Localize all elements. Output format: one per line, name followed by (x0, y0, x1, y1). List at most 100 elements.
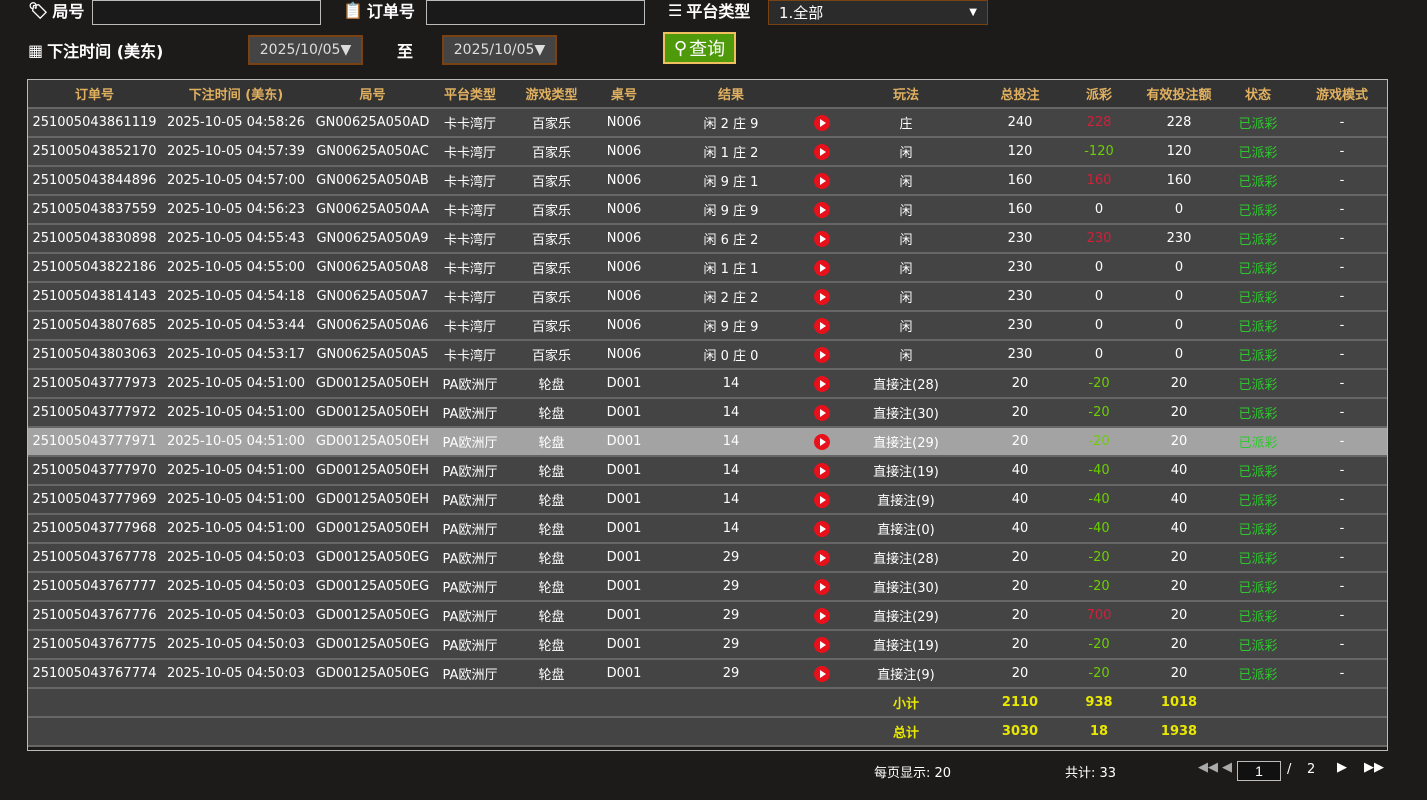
table-row[interactable]: 251005043777971 2025-10-05 04:51:00 GD0012… (27, 427, 1388, 457)
table-row[interactable]: 251005043837559 2025-10-05 04:56:23 GN0062… (27, 195, 1388, 225)
table-no-cell: N006 (598, 340, 650, 370)
play-icon[interactable] (814, 259, 830, 276)
table-row[interactable]: 251005043861119 2025-10-05 04:58:26 GN0062… (27, 108, 1388, 138)
result-detail-cell[interactable] (812, 224, 832, 254)
result-detail-cell[interactable] (812, 340, 832, 370)
table-row[interactable]: 251005043803063 2025-10-05 04:53:17 GN0062… (27, 340, 1388, 370)
last-page-icon[interactable]: ▶▶ (1364, 760, 1384, 775)
order-input[interactable] (426, 0, 645, 25)
status-cell: 已派彩 (1220, 282, 1296, 312)
result-detail-cell[interactable] (812, 311, 832, 341)
result-detail-cell[interactable] (812, 398, 832, 428)
result-detail-cell[interactable] (812, 485, 832, 515)
total-bet-cell: 20 (980, 601, 1060, 631)
prev-page-icon[interactable]: ◀ (1222, 760, 1232, 775)
table-no-cell: N006 (598, 108, 650, 138)
table-row[interactable]: 251005043822186 2025-10-05 04:55:00 GN0062… (27, 253, 1388, 283)
table-row[interactable]: 251005043777970 2025-10-05 04:51:00 GD0012… (27, 456, 1388, 486)
query-button[interactable]: ⚲ 查询 (663, 32, 736, 64)
valid-bet-cell: 20 (1138, 543, 1220, 573)
platform-cell: 卡卡湾厅 (435, 108, 505, 138)
table-row[interactable]: 251005043767774 2025-10-05 04:50:03 GD0012… (27, 659, 1388, 689)
result-detail-cell[interactable] (812, 195, 832, 225)
result-detail-cell[interactable] (812, 543, 832, 573)
date-from-select[interactable]: 2025/10/05 ▼ (248, 35, 363, 65)
play-icon[interactable] (814, 491, 830, 508)
table-row[interactable]: 251005043844896 2025-10-05 04:57:00 GN0062… (27, 166, 1388, 196)
subtotal-label: 小计 (832, 688, 980, 718)
platform-select[interactable]: 1.全部 ▼ (768, 0, 988, 25)
table-row[interactable]: 251005043767776 2025-10-05 04:50:03 GD0012… (27, 601, 1388, 631)
result-detail-cell[interactable] (812, 253, 832, 283)
result-detail-cell[interactable] (812, 137, 832, 167)
play-icon[interactable] (814, 520, 830, 537)
first-page-icon[interactable]: ◀◀ (1198, 760, 1218, 775)
result-detail-cell[interactable] (812, 108, 832, 138)
total-bet-cell: 20 (980, 427, 1060, 457)
column-header: 订单号 (27, 79, 162, 109)
play-icon[interactable] (814, 549, 830, 566)
play-icon[interactable] (814, 230, 830, 247)
round-id-cell: GD00125A050EG (310, 659, 435, 689)
platform-cell: PA欧洲厅 (435, 485, 505, 515)
play-icon[interactable] (814, 288, 830, 305)
table-row[interactable]: 251005043777968 2025-10-05 04:51:00 GD0012… (27, 514, 1388, 544)
orders-table: 订单号 下注时间 (美东) 局号 平台类型 游戏类型 桌号 结果 玩法 总投注 派彩 有效投注额 状态… (27, 79, 1388, 747)
play-icon[interactable] (814, 404, 830, 421)
play-cell: 闲 (832, 253, 980, 283)
payout-cell: -120 (1060, 137, 1138, 167)
play-icon[interactable] (814, 375, 830, 392)
play-icon[interactable] (814, 201, 830, 218)
payout-cell: -40 (1060, 485, 1138, 515)
clipboard-icon: 📋 (343, 0, 363, 20)
table-row[interactable]: 251005043767777 2025-10-05 04:50:03 GD0012… (27, 572, 1388, 602)
table-row[interactable]: 251005043814143 2025-10-05 04:54:18 GN0062… (27, 282, 1388, 312)
play-icon[interactable] (814, 346, 830, 363)
round-id-cell: GN00625A050AB (310, 166, 435, 196)
status-cell: 已派彩 (1220, 253, 1296, 283)
result-detail-cell[interactable] (812, 572, 832, 602)
result-detail-cell[interactable] (812, 369, 832, 399)
play-icon[interactable] (814, 665, 830, 682)
status-cell: 已派彩 (1220, 398, 1296, 428)
date-to-select[interactable]: 2025/10/05 ▼ (442, 35, 557, 65)
result-detail-cell[interactable] (812, 166, 832, 196)
table-row[interactable]: 251005043777969 2025-10-05 04:51:00 GD0012… (27, 485, 1388, 515)
table-no-cell: D001 (598, 427, 650, 457)
next-page-icon[interactable]: ▶ (1337, 760, 1347, 775)
round-id-cell: GD00125A050EH (310, 485, 435, 515)
order-id-cell: 251005043807685 (27, 311, 162, 341)
table-row[interactable]: 251005043852170 2025-10-05 04:57:39 GN0062… (27, 137, 1388, 167)
result-detail-cell[interactable] (812, 630, 832, 660)
table-row[interactable]: 251005043830898 2025-10-05 04:55:43 GN0062… (27, 224, 1388, 254)
table-row[interactable]: 251005043767778 2025-10-05 04:50:03 GD0012… (27, 543, 1388, 573)
table-row[interactable]: 251005043807685 2025-10-05 04:53:44 GN0062… (27, 311, 1388, 341)
play-icon[interactable] (814, 433, 830, 450)
result-detail-cell[interactable] (812, 659, 832, 689)
result-cell: 闲 9 庄 9 (650, 195, 812, 225)
table-row[interactable]: 251005043767775 2025-10-05 04:50:03 GD0012… (27, 630, 1388, 660)
play-icon[interactable] (814, 636, 830, 653)
total-valid-bet: 1938 (1138, 717, 1220, 747)
platform-cell: 卡卡湾厅 (435, 195, 505, 225)
play-icon[interactable] (814, 317, 830, 334)
round-input[interactable] (92, 0, 321, 25)
table-row[interactable]: 251005043777972 2025-10-05 04:51:00 GD0012… (27, 398, 1388, 428)
result-detail-cell[interactable] (812, 427, 832, 457)
play-icon[interactable] (814, 607, 830, 624)
play-icon[interactable] (814, 462, 830, 479)
result-detail-cell[interactable] (812, 456, 832, 486)
table-row[interactable]: 251005043777973 2025-10-05 04:51:00 GD0012… (27, 369, 1388, 399)
round-id-cell: GD00125A050EH (310, 514, 435, 544)
page-input[interactable] (1237, 761, 1281, 781)
bet-time-cell: 2025-10-05 04:58:26 (162, 108, 310, 138)
play-icon[interactable] (814, 143, 830, 160)
play-icon[interactable] (814, 114, 830, 131)
result-detail-cell[interactable] (812, 514, 832, 544)
result-detail-cell[interactable] (812, 282, 832, 312)
play-icon[interactable] (814, 172, 830, 189)
result-detail-cell[interactable] (812, 601, 832, 631)
play-cell: 闲 (832, 340, 980, 370)
game-type-cell: 轮盘 (505, 514, 598, 544)
play-icon[interactable] (814, 578, 830, 595)
